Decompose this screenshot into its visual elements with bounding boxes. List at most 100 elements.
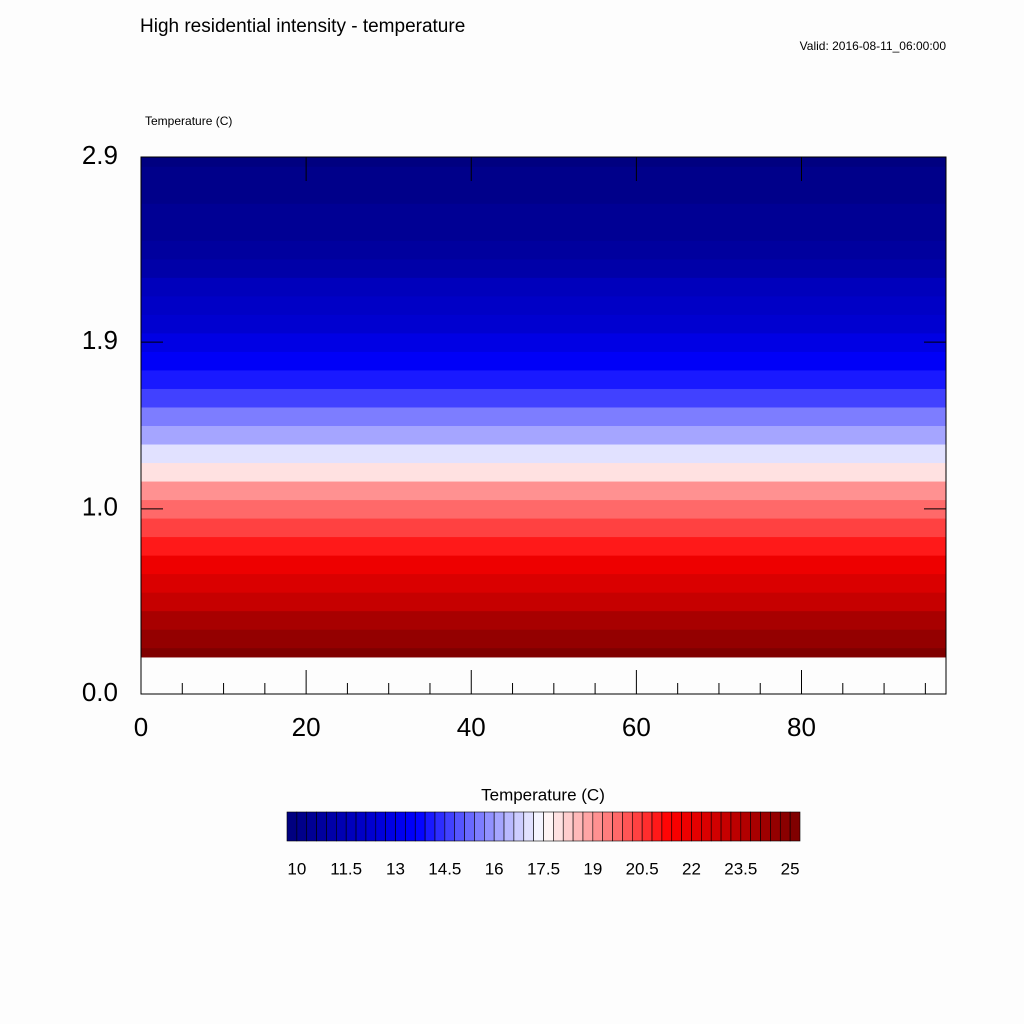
- colorbar-box: [730, 811, 742, 842]
- heatmap-cell: [141, 499, 946, 519]
- x-tick-label: 80: [787, 712, 816, 742]
- heatmap-cell: [141, 388, 946, 408]
- heatmap-cell: [141, 157, 946, 167]
- heatmap-cell: [141, 332, 946, 352]
- colorbar-box: [424, 811, 436, 842]
- colorbar-box: [414, 811, 426, 842]
- colorbar-box: [434, 811, 446, 842]
- colorbar-box: [336, 811, 347, 842]
- colorbar-box: [770, 811, 781, 842]
- colorbar-label: 23.5: [724, 859, 757, 878]
- colorbar-box: [355, 811, 367, 842]
- colorbar-box: [582, 811, 594, 842]
- colorbar-label: 13: [386, 859, 405, 878]
- colorbar-box: [651, 811, 663, 842]
- x-tick-label: 0: [134, 712, 148, 742]
- colorbar-box: [592, 811, 603, 842]
- colorbar-box: [474, 811, 485, 842]
- colorbar-box: [306, 811, 317, 842]
- colorbar-box: [375, 811, 386, 842]
- heatmap-cell: [141, 277, 946, 297]
- colorbar-box: [691, 811, 702, 842]
- colorbar-box: [345, 811, 357, 842]
- heatmap-cell: [141, 203, 946, 223]
- heatmap-cell: [141, 555, 946, 575]
- heatmap-cell: [141, 295, 946, 315]
- heatmap-cell: [141, 221, 946, 241]
- colorbar-box: [779, 811, 791, 842]
- colorbar-box: [562, 811, 574, 842]
- colorbar-box: [750, 811, 761, 842]
- x-tick-label: 20: [292, 712, 321, 742]
- colorbar-box: [720, 811, 732, 842]
- colorbar-label: 22: [682, 859, 701, 878]
- colorbar-box: [484, 811, 495, 842]
- heatmap-cell: [141, 481, 946, 501]
- colorbar-box: [710, 811, 722, 842]
- x-tick-label: 40: [457, 712, 486, 742]
- colorbar-box: [612, 811, 623, 842]
- colorbar-label: 20.5: [626, 859, 659, 878]
- heatmap-cell: [141, 258, 946, 278]
- y-tick-label: 1.9: [82, 325, 118, 355]
- colorbar-label: 17.5: [527, 859, 560, 878]
- colorbar-box: [464, 811, 475, 842]
- y-tick-label: 1.0: [82, 492, 118, 522]
- chart-title: High residential intensity - temperature: [140, 16, 465, 37]
- colorbar-box: [454, 811, 465, 842]
- colorbar-label: 14.5: [428, 859, 461, 878]
- colorbar-label: 10: [287, 859, 306, 878]
- heatmap-cell: [141, 369, 946, 389]
- colorbar-box: [661, 811, 673, 842]
- colorbar-box: [503, 811, 515, 842]
- heatmap-cell: [141, 629, 946, 649]
- colorbar-box: [553, 811, 564, 842]
- heatmap-cell: [141, 166, 946, 186]
- heatmap-cell: [141, 425, 946, 445]
- heatmap-cell: [141, 444, 946, 464]
- colorbar-title: Temperature (C): [481, 785, 605, 804]
- heatmap-cell: [141, 592, 946, 612]
- colorbar-box: [631, 811, 643, 842]
- heatmap-cell: [141, 573, 946, 593]
- heatmap-cell: [141, 647, 946, 658]
- colorbar-label: 11.5: [330, 859, 362, 878]
- heatmap-cell: [141, 536, 946, 556]
- colorbar-box: [444, 811, 456, 842]
- colorbar-box: [296, 811, 308, 842]
- colorbar-label: 19: [583, 859, 602, 878]
- heatmap-cell: [141, 240, 946, 260]
- colorbar-box: [701, 811, 712, 842]
- field-label: Temperature (C): [145, 114, 232, 128]
- colorbar-box: [740, 811, 751, 842]
- colorbar-box: [385, 811, 396, 842]
- colorbar-box: [513, 811, 525, 842]
- colorbar-box: [326, 811, 337, 842]
- plot-frame: [140, 156, 947, 695]
- colorbar-box: [286, 811, 298, 842]
- colorbar-box: [789, 811, 801, 842]
- colorbar-box: [671, 811, 682, 842]
- heatmap-cell: [141, 610, 946, 630]
- heatmap-cell: [141, 518, 946, 538]
- valid-time: Valid: 2016-08-11_06:00:00: [800, 39, 947, 53]
- heatmap-cell: [141, 351, 946, 371]
- y-tick-label: 0.0: [82, 677, 118, 707]
- colorbar-box: [395, 811, 406, 842]
- heatmap-cell: [141, 184, 946, 204]
- colorbar-label: 25: [781, 859, 800, 878]
- colorbar-box: [365, 811, 377, 842]
- colorbar-box: [493, 811, 505, 842]
- heatmap-cell: [141, 314, 946, 334]
- colorbar-box: [602, 811, 613, 842]
- heatmap-cell: [141, 406, 946, 426]
- y-tick-label: 2.9: [82, 140, 118, 170]
- colorbar-box: [316, 811, 327, 842]
- colorbar-box: [572, 811, 584, 842]
- x-tick-label: 60: [622, 712, 651, 742]
- colorbar-box: [641, 811, 653, 842]
- colorbar-box: [543, 811, 554, 842]
- colorbar-box: [523, 811, 534, 842]
